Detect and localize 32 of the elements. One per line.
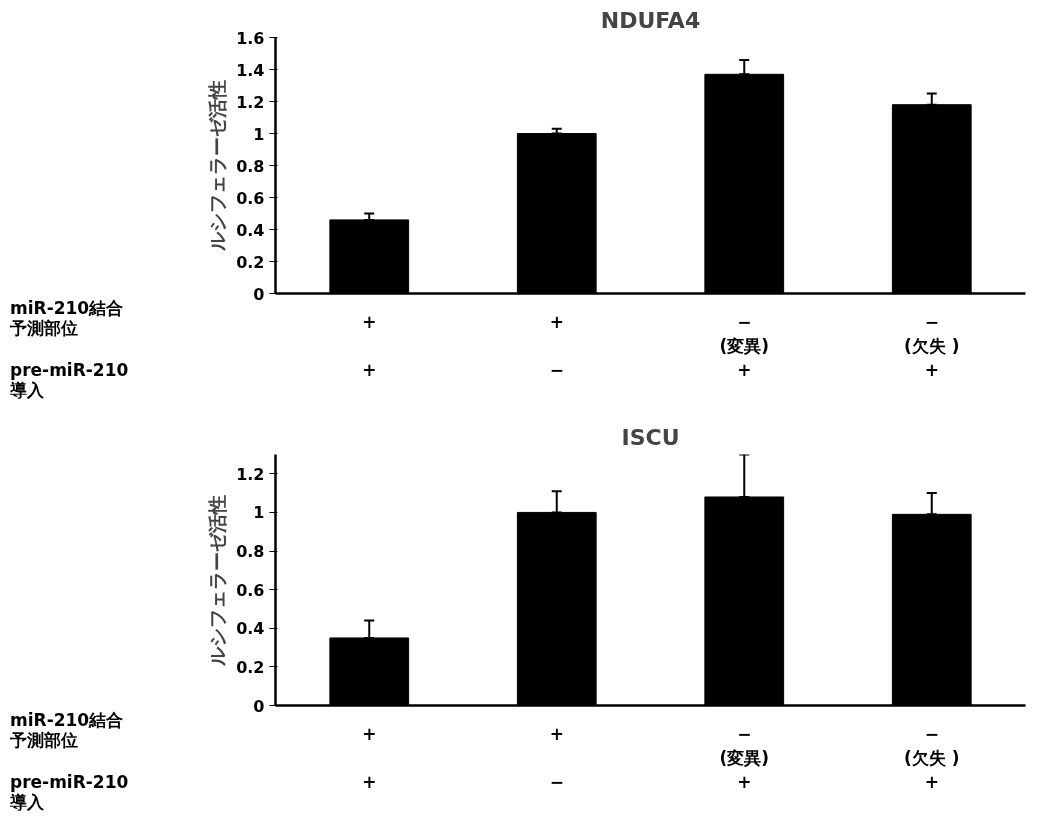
y-tick-label: 0.4 xyxy=(236,220,265,240)
category-label: + + xyxy=(362,311,377,380)
y-tick-label: 1 xyxy=(253,503,265,523)
y-tick-label: 0.6 xyxy=(236,188,265,208)
text: miR-210結合予測部位 xyxy=(10,298,125,339)
y-tick-label: 0 xyxy=(253,284,265,304)
y-axis-title: ルシフェラーゼ活性 xyxy=(206,80,229,252)
x-tick-label: − (欠失 ) + xyxy=(904,311,960,380)
category-label: + − xyxy=(549,723,564,792)
y-axis-title: ルシフェラーゼ活性 xyxy=(206,494,229,667)
y-tick-label: 0.8 xyxy=(236,156,265,176)
x-tick-label: − (変異) + xyxy=(719,723,770,792)
chart-title: NDUFA4 xyxy=(600,7,701,33)
y-tick-label: 1 xyxy=(253,124,265,144)
y-tick-label: 0.4 xyxy=(236,619,265,639)
y-tick-label: 0.6 xyxy=(236,580,265,600)
y-tick-label: 0.8 xyxy=(236,542,265,562)
y-tick-label: 1.4 xyxy=(236,60,265,80)
y-tick-label: 1.6 xyxy=(236,28,265,48)
y-tick-label: 1.2 xyxy=(236,92,265,112)
text: pre-miR-210 導入 xyxy=(10,772,129,813)
x-tick-label: − (変異) + xyxy=(719,311,770,380)
x-tick-label: − (欠失 ) + xyxy=(904,723,960,792)
y-tick-label: 0.2 xyxy=(236,252,265,272)
category-label: + + xyxy=(362,723,377,792)
chart-title: ISCU xyxy=(621,424,680,450)
y-tick-label: 0.2 xyxy=(236,657,265,677)
y-tick-label: 1.2 xyxy=(236,464,265,484)
category-label: + − xyxy=(549,311,564,380)
text: pre-miR-210 導入 xyxy=(10,360,129,401)
text: miR-210結合予測部位 xyxy=(10,710,125,751)
y-tick-label: 0 xyxy=(253,696,265,716)
